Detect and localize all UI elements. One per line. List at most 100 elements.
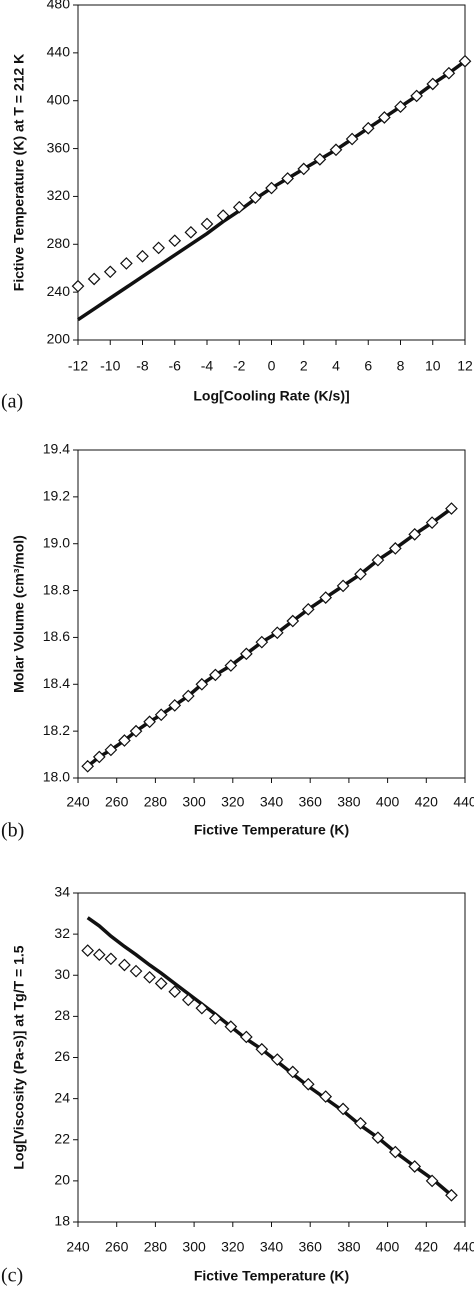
diamond-marker [216, 209, 230, 222]
x-tick-label: 420 [415, 794, 439, 810]
diamond-marker [181, 993, 195, 1007]
diamond-marker [200, 217, 214, 231]
x-tick-label: 440 [453, 1239, 474, 1255]
plot-frame [77, 4, 466, 341]
x-tick-label: 320 [221, 1239, 245, 1255]
x-tick-label: 420 [415, 1239, 439, 1255]
y-tick-label: 18.2 [43, 722, 70, 738]
diamond-marker [92, 948, 106, 962]
diamond-marker [168, 985, 182, 999]
diamond-marker [249, 191, 262, 204]
x-tick-label: 6 [364, 358, 372, 374]
x-tick-label: 380 [337, 794, 361, 810]
diamond-marker [195, 1001, 209, 1015]
x-tick-label: 400 [376, 1239, 400, 1255]
x-axis-label: Fictive Temperature (K) [194, 1268, 349, 1284]
x-tick-label: 360 [299, 794, 323, 810]
diamond-marker [329, 143, 343, 157]
diamond-marker [345, 132, 359, 146]
x-tick-label: 260 [105, 1239, 129, 1255]
x-tick-label: 260 [105, 794, 129, 810]
y-tick-label: 18 [54, 1213, 70, 1229]
diamond-marker [319, 1090, 333, 1103]
x-tick-label: 280 [144, 794, 168, 810]
diamond-marker [354, 1116, 367, 1130]
diamond-marker [301, 1077, 315, 1091]
y-axis-label: Fictive Temperature (K) at T = 212 K [11, 54, 27, 291]
x-tick-label: 4 [332, 358, 340, 374]
x-tick-label: 300 [182, 1239, 206, 1255]
diamond-marker [152, 241, 165, 255]
diamond-marker [136, 249, 149, 263]
diamond-marker [371, 553, 385, 567]
diamond-marker [426, 77, 440, 91]
x-tick-label: 340 [260, 1239, 284, 1255]
y-tick-label: 240 [47, 283, 71, 299]
panel-label: (c) [1, 1265, 23, 1287]
diamond-marker [410, 89, 423, 103]
y-tick-label: 19.4 [43, 441, 70, 457]
x-tick-label: 12 [457, 358, 473, 374]
x-tick-label: 280 [144, 1239, 168, 1255]
diamond-marker [255, 635, 269, 649]
diamond-marker [168, 699, 182, 712]
diamond-marker [336, 1102, 350, 1116]
y-axis-label: Molar Volume (cm³/mol) [11, 535, 27, 693]
x-tick-label: -8 [136, 358, 149, 374]
diamond-marker [239, 1030, 253, 1044]
diamond-marker [87, 272, 101, 286]
diamond-marker [445, 502, 458, 515]
diamond-marker [103, 265, 117, 279]
y-tick-label: 26 [54, 1048, 70, 1064]
diamond-marker [394, 100, 407, 114]
x-tick-label: 8 [397, 358, 405, 374]
y-tick-label: 18.6 [43, 628, 70, 644]
y-tick-label: 19.2 [43, 488, 70, 504]
x-tick-label: 440 [453, 794, 474, 810]
diamond-marker [313, 152, 327, 166]
diamond-marker [408, 1160, 422, 1173]
diamond-marker [281, 172, 294, 185]
diamond-marker [81, 759, 95, 773]
diamond-marker [143, 970, 156, 984]
diamond-marker [371, 1131, 385, 1145]
diamond-marker [181, 689, 195, 703]
diamond-marker [354, 567, 367, 581]
x-tick-label: 240 [66, 794, 90, 810]
diamond-marker [209, 1012, 222, 1025]
plot-frame [77, 449, 466, 779]
diamond-marker [81, 944, 95, 957]
diamond-marker [104, 743, 118, 757]
y-tick-label: 24 [54, 1089, 70, 1105]
y-tick-label: 320 [47, 187, 71, 203]
x-tick-label: -6 [169, 358, 182, 374]
y-tick-label: 18.8 [43, 581, 70, 597]
y-tick-label: 480 [47, 0, 71, 12]
diamond-marker [154, 977, 168, 990]
y-tick-label: 30 [54, 966, 70, 982]
x-tick-label: -12 [68, 358, 88, 374]
y-tick-label: 20 [54, 1172, 70, 1188]
diamond-marker [425, 1174, 439, 1188]
y-tick-label: 28 [54, 1007, 70, 1023]
x-tick-label: -4 [201, 358, 214, 374]
diamond-marker [195, 677, 209, 691]
diamond-marker [408, 527, 422, 541]
x-tick-label: 340 [260, 794, 284, 810]
x-axis-label: Fictive Temperature (K) [194, 822, 349, 838]
diamond-marker [319, 591, 333, 604]
x-tick-label: -10 [100, 358, 120, 374]
diamond-marker [361, 121, 375, 135]
diamond-marker [255, 1042, 269, 1056]
y-axis-label: Log[Viscosity (Pa-s)] at Tg/T = 1.5 [11, 945, 27, 1169]
diamond-marker [425, 516, 439, 529]
diamond-marker [388, 1145, 402, 1159]
panel-label: (b) [1, 820, 24, 842]
diamond-marker [129, 724, 143, 738]
x-tick-label: 300 [182, 794, 206, 810]
diamond-marker [118, 734, 131, 747]
diamond-marker [129, 964, 143, 978]
diamond-marker [378, 111, 391, 124]
